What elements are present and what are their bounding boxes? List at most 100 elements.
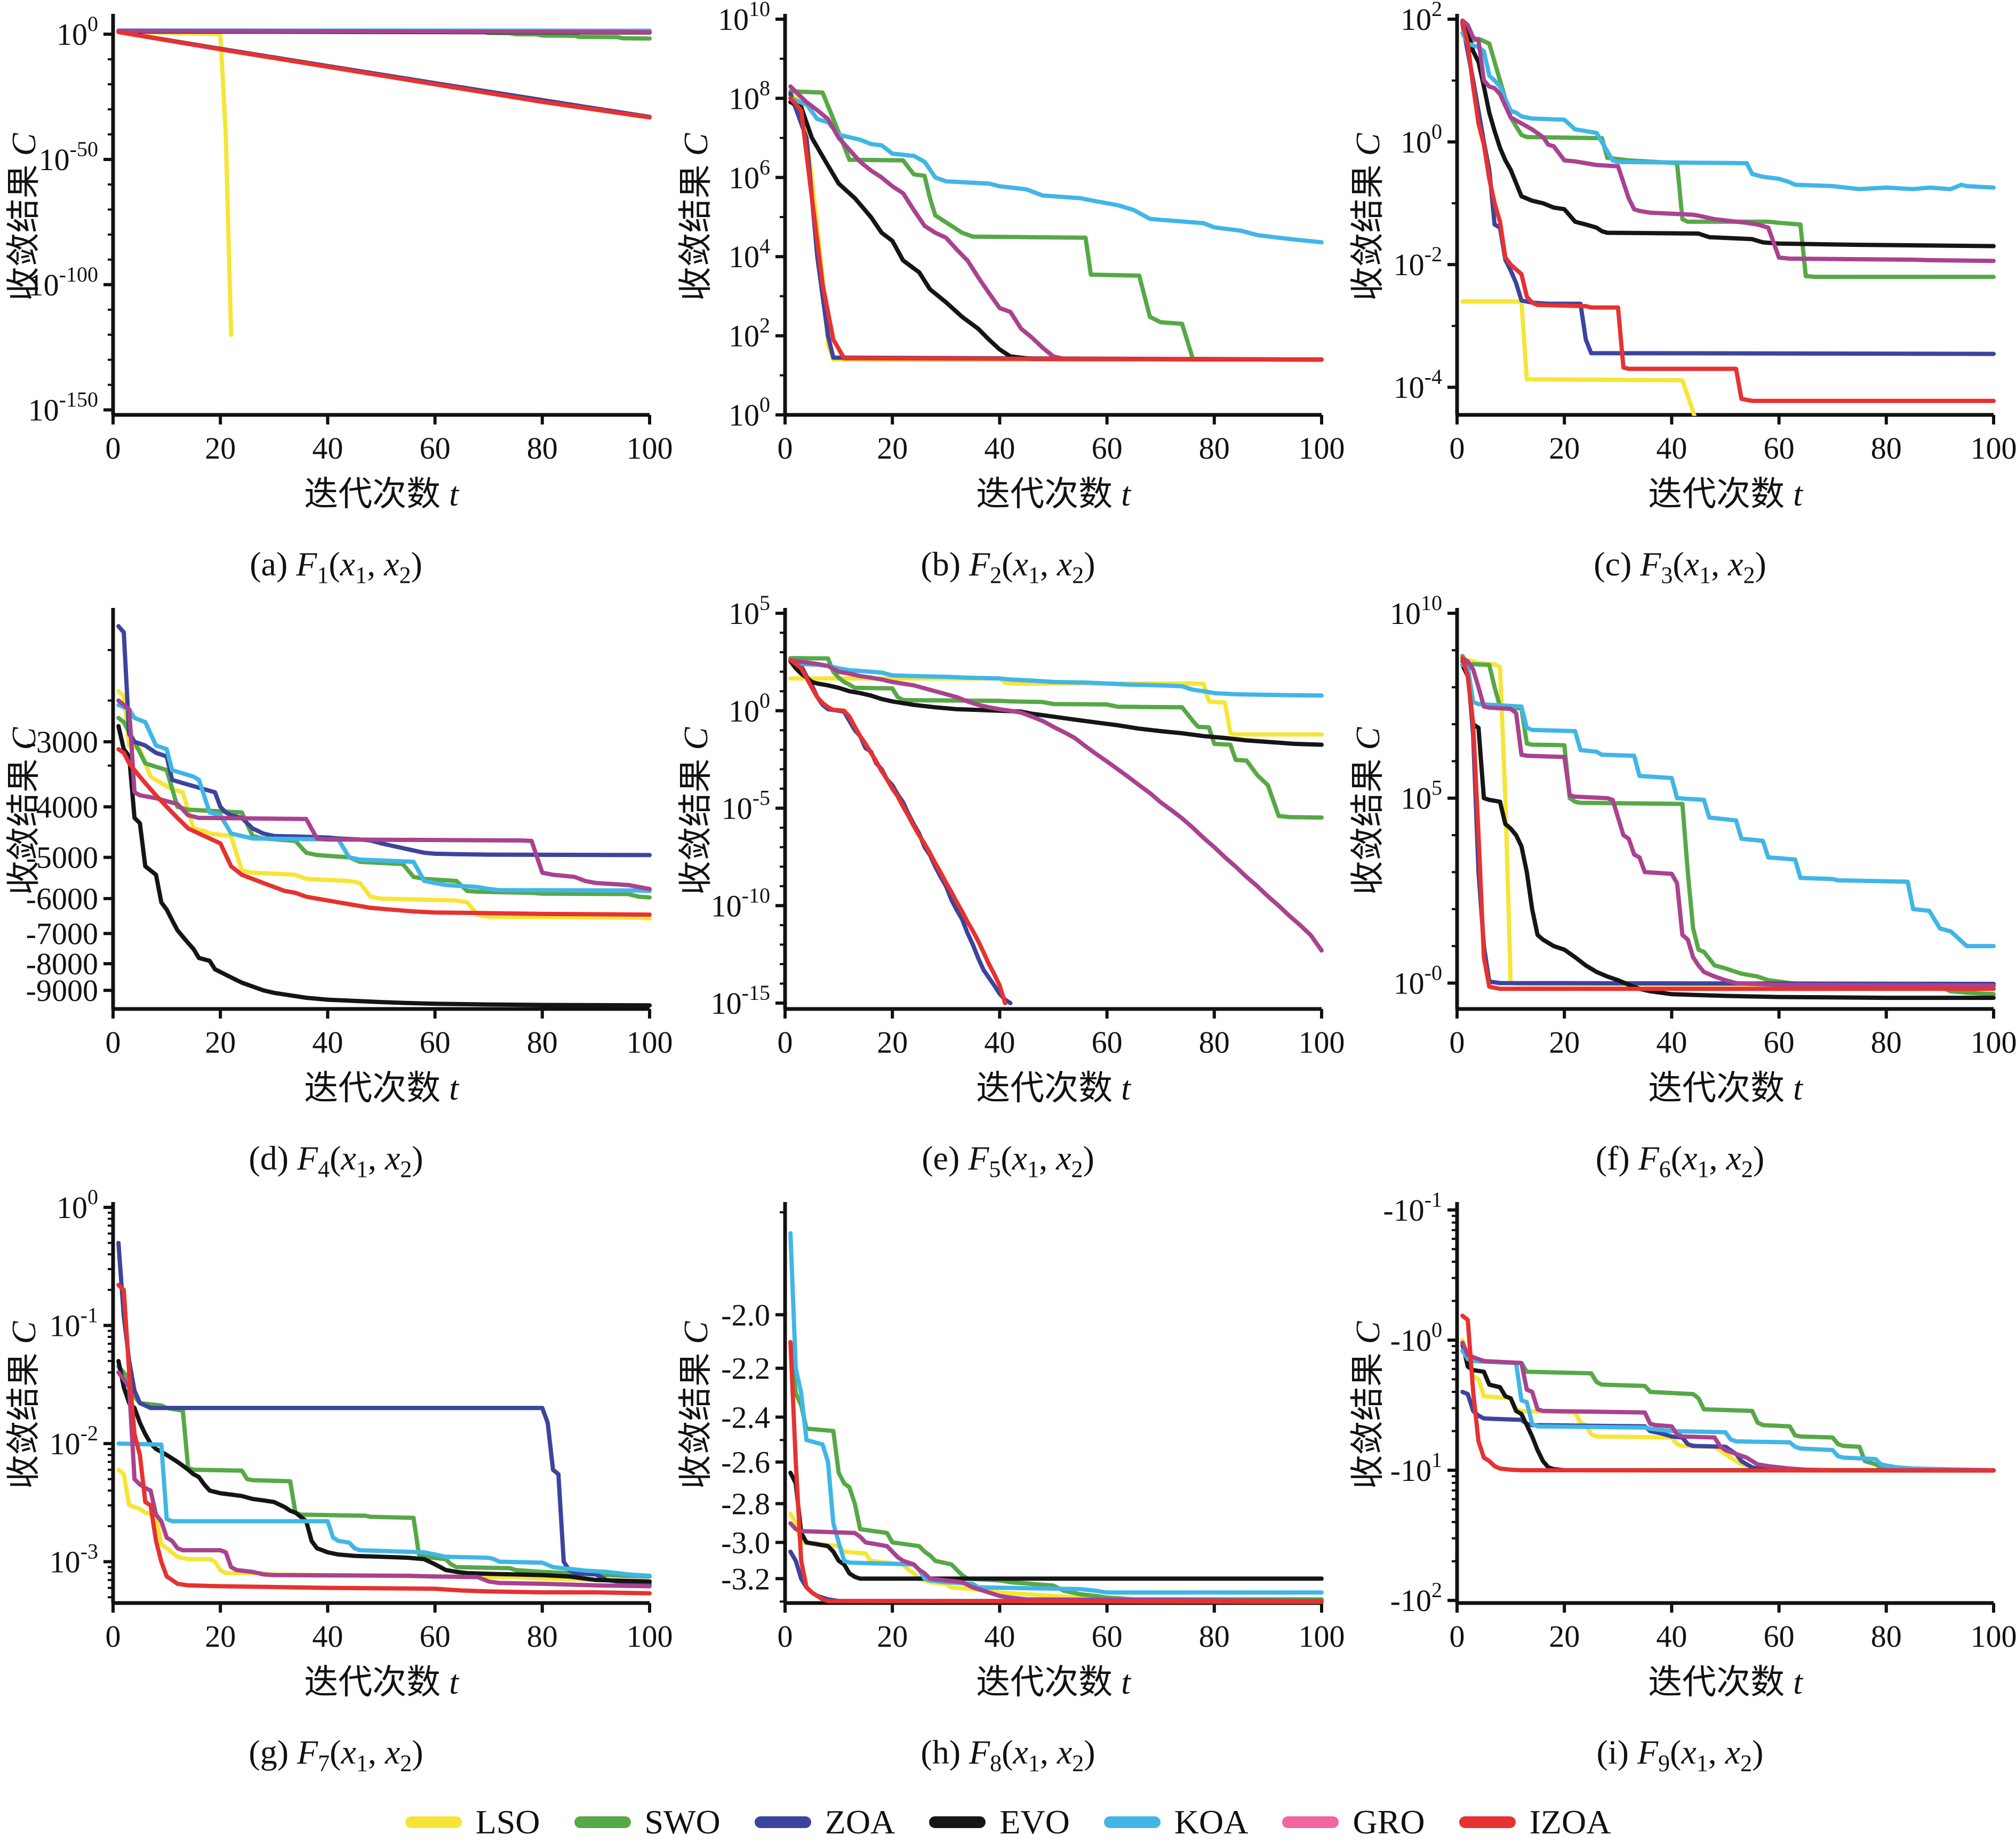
series-koa: [1460, 30, 1996, 191]
series-koa: [116, 1441, 652, 1578]
series-swo: [1460, 20, 1996, 279]
x-axis-label: 迭代次数 t: [304, 1663, 460, 1701]
x-tick-label: 20: [205, 431, 236, 466]
series-lso: [788, 93, 1324, 362]
series-izoa: [788, 96, 1324, 362]
series-evo: [788, 100, 1324, 362]
chart-b-plot: 0 20 40 60 80 100 1010 108 106 104 102 100 迭代次数 t 收敛结…: [677, 0, 1345, 513]
x-tick-label: 100: [1299, 1619, 1345, 1654]
legend-swatch-zoa: [754, 1816, 811, 1828]
legend-label-koa: KOA: [1174, 1803, 1249, 1841]
series-zoa: [1460, 1390, 1996, 1472]
y-tick-label: 10-10: [711, 883, 770, 923]
series-izoa: [1460, 1313, 1996, 1473]
chart-f-caption: (f) F6(x1, x2): [1595, 1139, 1765, 1182]
chart-c-caption: (c) F3(x1, x2): [1594, 545, 1766, 588]
chart-e-caption: (e) F5(x1, x2): [922, 1139, 1094, 1182]
x-tick-label: 100: [627, 431, 673, 466]
x-tick-label: 40: [984, 431, 1015, 466]
x-axis-label: 迭代次数 t: [1648, 1663, 1804, 1701]
x-tick-label: 100: [1971, 1619, 2016, 1654]
chart-h-caption: (h) F8(x1, x2): [921, 1733, 1095, 1776]
charts-grid: 0 20 40 60 80 100 100 10-50 10-100 10-150 迭代次数 t 收敛…: [0, 0, 2016, 1782]
x-tick-label: 40: [1656, 1619, 1687, 1654]
legend-swatch-gro: [1282, 1816, 1339, 1828]
x-tick-label: 40: [312, 1619, 343, 1654]
series-evo: [1460, 20, 1996, 249]
x-tick-label: 0: [1450, 431, 1465, 466]
series-evo: [1460, 662, 1996, 1000]
series-lso: [116, 29, 234, 337]
x-tick-label: 0: [778, 1025, 793, 1060]
chart-i-plot: 0 20 40 60 80 100 -10-1 -100 -101 -102 迭代次数 t 收敛结果 …: [1349, 1188, 2016, 1701]
y-tick-label: 105: [729, 594, 770, 631]
series-swo: [788, 656, 1324, 820]
series-lso: [1460, 299, 1697, 416]
x-axis-label: 迭代次数 t: [976, 1663, 1132, 1701]
series-group: [788, 84, 1324, 362]
y-tick-label: 108: [729, 76, 770, 116]
x-tick-label: 80: [1871, 1619, 1902, 1654]
x-tick-label: 100: [1971, 431, 2016, 466]
x-tick-label: 40: [984, 1025, 1015, 1060]
series-group: [788, 1231, 1324, 1604]
y-tick-label: -2.6: [721, 1445, 770, 1480]
y-axis-label: 收敛结果 C: [1349, 726, 1387, 895]
x-tick-label: 100: [1299, 431, 1345, 466]
x-axis-label: 迭代次数 t: [1648, 475, 1804, 513]
chart-c: 0 20 40 60 80 100 102 100 10-2 10-4 迭代次数 t 收敛结果 C (c…: [1344, 0, 2016, 594]
chart-g-plot: 0 20 40 60 80 100 100 10-1 10-2 10-3 迭代次数 t 收敛结果 C: [5, 1188, 672, 1701]
y-axis-label: 收敛结果 C: [1349, 1320, 1387, 1489]
series-gro: [1460, 1341, 1996, 1472]
y-tick-label: -2.8: [721, 1487, 770, 1521]
chart-c-plot: 0 20 40 60 80 100 102 100 10-2 10-4 迭代次数 t 收敛结果 C: [1349, 0, 2016, 513]
x-tick-label: 20: [205, 1025, 236, 1060]
x-tick-label: 20: [877, 431, 908, 466]
x-tick-label: 0: [1450, 1025, 1465, 1060]
series-group: [1460, 1313, 1996, 1473]
y-tick-label: 10-2: [1394, 242, 1442, 282]
legend-swatch-swo: [574, 1816, 631, 1828]
x-tick-label: 20: [1549, 1619, 1580, 1654]
series-group: [116, 1240, 652, 1596]
y-tick-label: -6000: [26, 882, 98, 916]
series-lso: [116, 689, 652, 921]
series-gro: [116, 28, 652, 35]
chart-b: 0 20 40 60 80 100 1010 108 106 104 102 100 迭代次数 t 收敛结…: [672, 0, 1344, 594]
x-tick-label: 80: [1199, 1619, 1230, 1654]
x-tick-label: 40: [984, 1619, 1015, 1654]
series-izoa: [788, 1340, 1324, 1604]
series-izoa: [116, 1283, 652, 1596]
y-tick-label: 106: [729, 155, 770, 195]
series-gro: [1460, 656, 1996, 988]
series-zoa: [1460, 659, 1996, 986]
x-tick-label: 80: [527, 1025, 558, 1060]
x-tick-label: 0: [106, 1025, 121, 1060]
chart-d-plot: 0 20 40 60 80 100 -3000 -4000 -5000 -6000-7000-80…: [5, 608, 673, 1107]
y-tick-label: 1010: [718, 0, 770, 37]
series-gro: [788, 84, 1324, 362]
y-tick-label: 104: [729, 234, 770, 274]
y-tick-label: -2.0: [721, 1297, 770, 1332]
x-tick-label: 40: [312, 431, 343, 466]
series-koa: [788, 96, 1324, 245]
y-tick-label: 10-2: [50, 1421, 98, 1461]
chart-g: 0 20 40 60 80 100 100 10-1 10-2 10-3 迭代次数 t 收敛结果 C (…: [0, 1188, 672, 1782]
chart-e-plot: 0 20 40 60 80 100 105 100 10-5 10-10 10-15 迭代次数 t 收敛…: [677, 594, 1344, 1107]
y-tick-label: 100: [729, 688, 770, 728]
y-tick-label: -2.4: [721, 1400, 770, 1435]
y-axis-label: 收敛结果 C: [677, 726, 715, 895]
x-axis-label: 迭代次数 t: [304, 1069, 460, 1107]
y-tick-label: 10-5: [722, 786, 770, 826]
series-gro: [788, 1521, 1324, 1604]
y-tick-label: -3000: [26, 725, 98, 759]
y-tick-label: 10-3: [50, 1539, 98, 1579]
legend-swatch-izoa: [1459, 1816, 1516, 1828]
x-tick-label: 100: [627, 1025, 673, 1060]
chart-d-caption: (d) F4(x1, x2): [249, 1139, 423, 1182]
series-lso: [116, 1468, 652, 1584]
series-group: [1460, 18, 1996, 416]
series-swo: [788, 89, 1324, 362]
y-tick-label: -3.0: [721, 1525, 770, 1560]
